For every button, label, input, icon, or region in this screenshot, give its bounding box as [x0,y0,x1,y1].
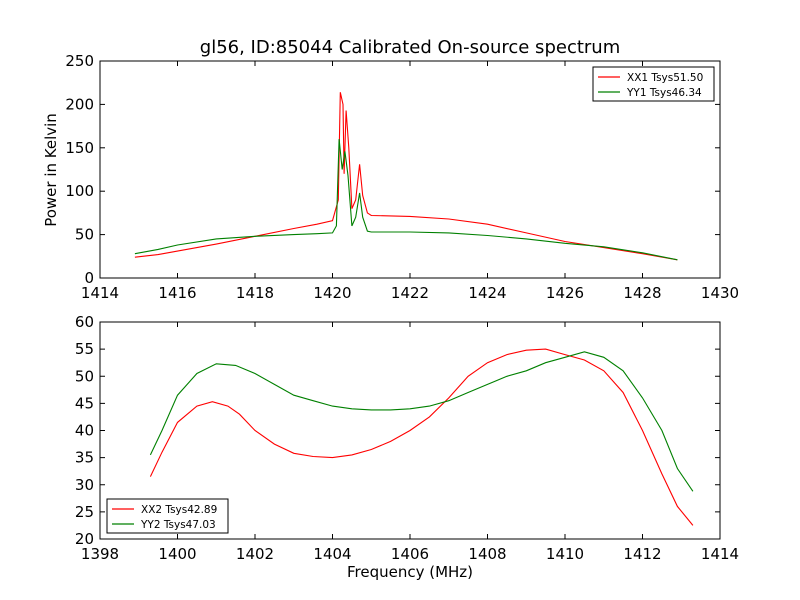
top-y-tick-label: 100 [65,182,94,200]
chart-title: gl56, ID:85044 Calibrated On-source spec… [200,37,620,58]
top-x-tick-label: 1422 [391,284,429,302]
top-y-tick-label: 50 [75,226,94,244]
top-y-tick-label: 250 [65,52,94,70]
bottom-y-tick-label: 25 [75,503,94,521]
bottom-x-tick-label: 1400 [158,545,196,563]
bottom-x-tick-label: 1398 [81,545,119,563]
top-panel: Power in Kelvin 1414 1416 1418 1420 1422 1424… [42,52,739,302]
bottom-series-line-1 [149,348,694,526]
bottom-y-tick-label: 20 [75,530,94,548]
bottom-legend-label-1: XX2 Tsys42.89 [141,504,217,516]
top-x-tick-label: 1426 [546,284,584,302]
top-y-tick-label: 150 [65,139,94,157]
top-x-tick-label: 1430 [701,284,739,302]
bottom-x-tick-label: 1402 [236,545,274,563]
bottom-x-tick-label: 1406 [391,545,429,563]
bottom-x-tick-label: 1412 [623,545,661,563]
top-x-tick-label: 1428 [623,284,661,302]
top-legend: XX1 Tsys51.50 YY1 Tsys46.34 [592,66,715,102]
bottom-legend: XX2 Tsys42.89 YY2 Tsys47.03 [106,498,229,534]
bottom-y-tick-label: 40 [75,422,94,440]
bottom-legend-box [106,498,229,534]
top-x-tick-label: 1414 [81,284,119,302]
top-y-tick-label: 0 [84,269,94,287]
bottom-x-tick-label: 1414 [701,545,739,563]
top-legend-box [592,66,715,102]
top-legend-label-2: YY1 Tsys46.34 [626,87,702,99]
top-x-tick-label: 1416 [158,284,196,302]
bottom-y-tick-label: 60 [75,313,94,331]
bottom-x-tick-label: 1408 [468,545,506,563]
top-series-line-1 [134,92,678,261]
bottom-y-tick-label: 35 [75,449,94,467]
top-x-tick-label: 1424 [468,284,506,302]
top-legend-label-1: XX1 Tsys51.50 [627,72,703,84]
bottom-series-line-2 [149,351,694,492]
bottom-y-tick-label: 30 [75,476,94,494]
bottom-x-axis-label: Frequency (MHz) [347,563,473,581]
top-x-tick-label: 1418 [236,284,274,302]
bottom-y-tick-label: 50 [75,367,94,385]
top-series-line-2 [134,139,678,261]
bottom-x-tick-label: 1404 [313,545,351,563]
top-y-tick-label: 200 [65,95,94,113]
bottom-y-tick-label: 55 [75,340,94,358]
bottom-x-tick-label: 1410 [546,545,584,563]
bottom-legend-label-2: YY2 Tsys47.03 [140,519,216,531]
top-y-axis-label: Power in Kelvin [42,113,60,227]
bottom-panel: Frequency (MHz) 1398 1400 1402 1404 1406 1408… [75,313,739,581]
bottom-y-tick-label: 45 [75,394,94,412]
top-x-tick-label: 1420 [313,284,351,302]
